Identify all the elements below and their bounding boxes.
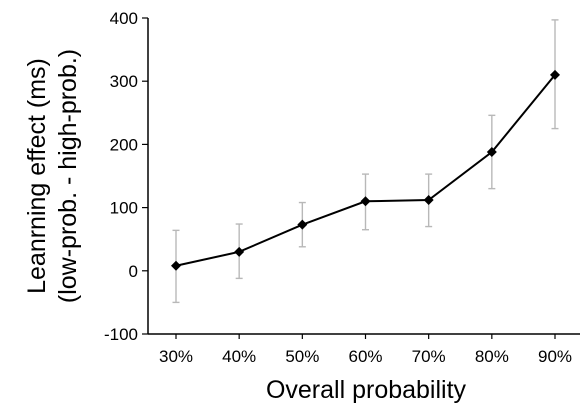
- y-tick-label: 300: [110, 72, 138, 91]
- data-point: [550, 69, 560, 80]
- x-tick-label: 40%: [222, 347, 256, 366]
- series-line: [175, 74, 556, 267]
- y-axis-title-line2: (low-prob. - high-prob.): [54, 49, 82, 303]
- x-tick-label: 80%: [475, 347, 509, 366]
- x-tick-label: 50%: [285, 347, 319, 366]
- y-tick-label: 200: [110, 135, 138, 154]
- x-tick-label: 70%: [412, 347, 446, 366]
- data-markers: [171, 69, 560, 271]
- data-point: [360, 196, 371, 207]
- x-ticks: 30% 40% 50% 60% 70% 80% 90%: [159, 334, 572, 366]
- data-point: [297, 219, 308, 230]
- x-tick-label: 90%: [538, 347, 572, 366]
- data-point: [486, 146, 497, 157]
- x-axis-title: Overall probability: [266, 376, 467, 404]
- data-point: [423, 195, 434, 206]
- x-tick-label: 60%: [348, 347, 382, 366]
- y-ticks: -100 0 100 200 300 400: [104, 9, 148, 344]
- data-point: [234, 246, 245, 257]
- y-tick-label: -100: [104, 325, 138, 344]
- y-axis-title-line1: Leanrning effect (ms): [23, 58, 51, 294]
- y-tick-label: 100: [110, 199, 138, 218]
- x-axis: 30% 40% 50% 60% 70% 80% 90%: [148, 333, 580, 366]
- y-tick-label: 0: [129, 262, 138, 281]
- error-bars: [172, 19, 559, 304]
- data-point: [171, 260, 181, 271]
- x-tick-label: 30%: [159, 347, 193, 366]
- y-axis: -100 0 100 200 300 400: [104, 9, 149, 344]
- y-tick-label: 400: [110, 9, 138, 28]
